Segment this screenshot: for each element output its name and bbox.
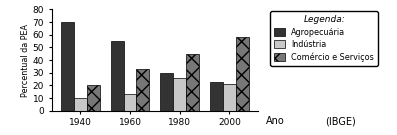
Bar — [111, 41, 123, 111]
Bar — [236, 37, 249, 111]
Bar — [173, 78, 186, 111]
Bar — [223, 84, 236, 111]
Text: (IBGE): (IBGE) — [326, 116, 356, 126]
Bar — [87, 85, 100, 111]
Legend: Agropecuária, Indústria, Comércio e Serviços: Agropecuária, Indústria, Comércio e Serv… — [270, 11, 378, 66]
Text: Ano: Ano — [266, 116, 285, 126]
Bar — [123, 94, 137, 111]
Bar — [137, 69, 149, 111]
Bar — [61, 22, 74, 111]
Bar — [74, 98, 87, 111]
Bar — [186, 54, 199, 111]
Bar — [210, 82, 223, 111]
Bar — [160, 73, 173, 111]
Y-axis label: Percentual da PEA: Percentual da PEA — [21, 24, 30, 97]
